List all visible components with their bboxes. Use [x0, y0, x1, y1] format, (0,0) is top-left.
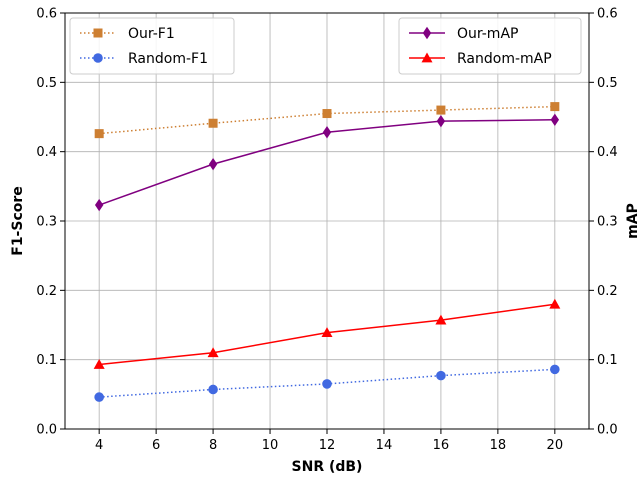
y-left-tick-label: 0.0 [36, 423, 57, 438]
legend-label: Random-mAP [457, 51, 552, 67]
data-point-our-f1 [436, 105, 446, 115]
y-right-tick-label: 0.3 [597, 215, 618, 230]
data-point-random-f1 [550, 364, 560, 375]
x-tick-label: 14 [376, 438, 393, 453]
data-point-random-f1 [436, 370, 446, 381]
data-point-our-f1 [208, 118, 218, 128]
data-point-our-map [436, 114, 446, 128]
legend-swatch-marker [93, 28, 103, 38]
data-point-our-f1 [550, 102, 560, 112]
y-right-axis-title: mAP [625, 203, 641, 239]
data-point-our-f1 [322, 109, 332, 119]
legend-box [69, 17, 235, 75]
x-tick-label: 4 [95, 438, 103, 453]
y-right-tick-label: 0.6 [597, 7, 618, 22]
legend-layer: Our-F1 Random-F1 Our-mAP Random-mAP [69, 17, 582, 75]
data-point-our-map [208, 157, 218, 171]
y-left-tick-label: 0.1 [36, 353, 57, 368]
y-left-tick-label: 0.5 [36, 76, 57, 91]
legend-swatch-marker [422, 26, 432, 40]
legend-top-left: Our-F1 Random-F1 [69, 17, 235, 75]
ticks-layer: 4 6 8 10 12 14 16 18 20 0.0 0.1 0.2 0.3 0.4 0.5 0.6 0.0 0… [36, 7, 617, 454]
data-point-our-f1 [94, 129, 104, 139]
legend-swatch-marker [421, 52, 433, 63]
data-point-random-map [435, 314, 447, 325]
legend-swatch-marker [93, 53, 103, 63]
y-left-tick-label: 0.6 [36, 7, 57, 22]
legend-box [398, 17, 582, 75]
y-left-axis-title: F1-Score [10, 186, 26, 256]
data-point-random-f1 [322, 379, 332, 389]
legend-top-right: Our-mAP Random-mAP [398, 17, 582, 75]
data-point-random-f1 [94, 392, 104, 402]
series-our-map [94, 113, 560, 212]
data-point-our-map [550, 113, 560, 126]
y-left-tick-label: 0.3 [36, 215, 57, 230]
series-our-f1 [94, 102, 560, 139]
y-right-tick-label: 0.2 [597, 284, 618, 299]
data-point-random-map [207, 347, 219, 358]
y-right-tick-label: 0.4 [597, 145, 618, 160]
data-point-our-map [322, 126, 332, 139]
data-point-our-map [94, 198, 104, 212]
legend-label: Our-F1 [128, 26, 175, 42]
x-axis-title: SNR (dB) [292, 459, 363, 475]
x-tick-label: 18 [490, 438, 507, 453]
y-left-tick-label: 0.2 [36, 284, 57, 299]
y-left-tick-label: 0.4 [36, 145, 57, 160]
x-tick-label: 16 [433, 438, 450, 453]
data-point-random-map [549, 298, 561, 309]
x-tick-label: 8 [209, 438, 217, 453]
x-tick-label: 12 [319, 438, 336, 453]
x-tick-label: 20 [547, 438, 564, 453]
y-right-tick-label: 0.5 [597, 76, 618, 91]
x-tick-label: 6 [152, 438, 160, 453]
y-right-tick-label: 0.1 [597, 353, 618, 368]
y-right-tick-label: 0.0 [597, 423, 618, 438]
data-point-random-f1 [208, 384, 218, 395]
grid-layer [65, 12, 589, 430]
data-point-random-map [321, 327, 333, 338]
legend-label: Random-F1 [128, 51, 208, 67]
series-layer [93, 102, 561, 402]
x-tick-label: 10 [262, 438, 279, 453]
legend-label: Our-mAP [457, 26, 518, 42]
series-random-f1 [94, 364, 560, 402]
series-random-map [93, 298, 561, 369]
data-point-random-map [93, 359, 105, 369]
